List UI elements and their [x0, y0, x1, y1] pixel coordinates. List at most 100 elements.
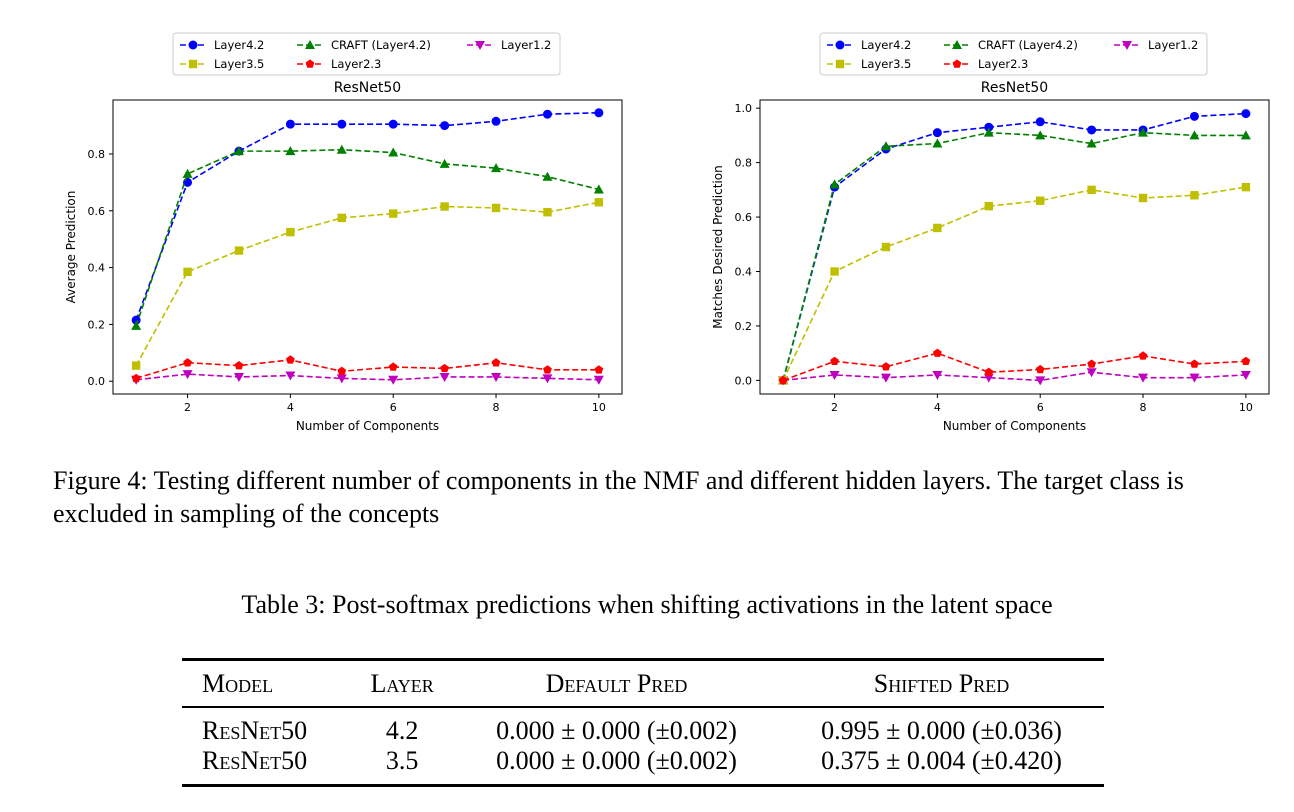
- right-data-point: [1189, 373, 1200, 383]
- left-x-axis-label: Number of Components: [296, 419, 439, 433]
- right-data-point: [984, 367, 994, 376]
- right-data-point: [1190, 191, 1199, 200]
- cell-default-pred: 0.000 ± 0.000 (±0.002): [496, 746, 737, 775]
- left-legend-label: Layer2.3: [331, 57, 381, 71]
- right-data-point: [932, 138, 943, 148]
- right-data-point: [1035, 364, 1045, 374]
- right-legend-marker: [952, 40, 962, 49]
- right-series-1: [778, 127, 1251, 385]
- left-data-point: [336, 374, 347, 384]
- left-series-3: [131, 198, 604, 370]
- right-data-point: [1138, 373, 1149, 383]
- right-series-4: [778, 348, 1251, 385]
- left-data-point: [183, 358, 192, 367]
- right-x-tick-label: 6: [1037, 401, 1044, 414]
- right-data-point: [830, 267, 839, 276]
- cell-shifted-pred: 0.995 ± 0.000 (±0.036): [821, 716, 1062, 745]
- right-data-point: [1035, 117, 1045, 127]
- left-data-point: [388, 119, 398, 129]
- right-data-point: [1138, 127, 1149, 137]
- left-data-point: [543, 208, 552, 217]
- left-data-point: [286, 227, 295, 237]
- left-data-point: [491, 163, 502, 173]
- left-data-point: [440, 363, 449, 373]
- right-legend-box: [819, 32, 1208, 76]
- right-y-tick-label: 1.0: [735, 102, 753, 115]
- right-data-point: [1087, 125, 1097, 135]
- right-x-tick-label: 8: [1140, 401, 1147, 414]
- right-data-point: [1241, 356, 1251, 366]
- right-data-point: [881, 362, 891, 371]
- table-header-row: Model Layer Default Pred Shifted Pred: [182, 659, 1104, 707]
- left-data-point: [439, 158, 450, 168]
- right-x-axis-label: Number of Components: [943, 419, 1086, 433]
- cell-model: ResNet50: [202, 716, 308, 745]
- left-legend-marker: [188, 59, 198, 69]
- right-legend-marker: [835, 59, 845, 69]
- left-data-point: [285, 146, 296, 156]
- left-y-axis-label: Average Prediction: [64, 191, 78, 304]
- left-data-point: [491, 358, 501, 367]
- figure-caption: Figure 4: Testing different number of co…: [53, 466, 1184, 528]
- left-y-tick-label: 0.8: [88, 148, 106, 161]
- left-x-tick-label: 6: [390, 401, 397, 414]
- left-y-tick-label: 0.4: [88, 262, 106, 275]
- right-series-line: [783, 371, 1246, 382]
- left-data-point: [440, 121, 450, 131]
- right-legend-marker: [952, 59, 962, 68]
- left-legend-marker: [305, 59, 315, 68]
- left-data-point: [234, 246, 244, 255]
- right-data-point: [880, 373, 891, 383]
- left-legend-marker: [188, 40, 198, 50]
- right-y-tick-label: 0.8: [735, 157, 753, 170]
- left-y-tick-label: 0.2: [88, 318, 106, 331]
- header-default-pred: Default Pred: [545, 668, 688, 698]
- left-legend-label: Layer3.5: [214, 57, 264, 71]
- left-data-point: [234, 360, 244, 370]
- right-y-tick-label: 0.4: [735, 266, 753, 279]
- right-series-line: [782, 131, 1246, 381]
- left-data-point: [594, 108, 604, 118]
- right-data-point: [933, 223, 942, 233]
- cell-layer: 3.5: [385, 746, 419, 775]
- right-legend-marker: [1122, 41, 1132, 50]
- left-series-line: [135, 111, 599, 321]
- left-legend-marker: [475, 41, 485, 50]
- right-data-point: [1087, 359, 1096, 368]
- right-y-tick-label: 0.0: [735, 374, 753, 387]
- right-data-point: [880, 141, 891, 151]
- right-series-2: [778, 368, 1251, 386]
- header-shifted-pred: Shifted Pred: [873, 668, 1010, 698]
- left-data-point: [337, 366, 347, 375]
- left-data-point: [388, 362, 398, 371]
- right-series-3: [778, 182, 1251, 385]
- left-x-tick-label: 2: [184, 401, 191, 414]
- right-data-point: [1138, 351, 1148, 360]
- left-data-point: [131, 373, 141, 383]
- left-data-point: [131, 320, 142, 330]
- left-legend-box: [172, 32, 561, 76]
- left-series-line: [136, 373, 599, 381]
- table-row: ResNet50 4.2 0.000 ± 0.000 (±0.002) 0.99…: [182, 707, 1104, 746]
- right-series-line: [782, 186, 1246, 381]
- left-series-line: [135, 359, 599, 380]
- left-data-point: [440, 202, 449, 211]
- left-data-point: [131, 315, 141, 325]
- left-data-point: [542, 374, 553, 384]
- right-y-axis-label: Matches Desired Prediction: [711, 165, 725, 328]
- right-legend-label: CRAFT (Layer4.2): [978, 38, 1078, 52]
- right-data-point: [984, 201, 993, 211]
- left-x-tick-label: 4: [287, 401, 294, 414]
- left-legend-label: Layer4.2: [214, 38, 264, 52]
- header-layer: Layer: [370, 668, 434, 698]
- right-x-tick-label: 4: [934, 401, 941, 414]
- left-data-point: [285, 119, 295, 129]
- left-chart-title: ResNet50: [334, 80, 401, 96]
- left-data-point: [286, 355, 295, 364]
- left-data-point: [388, 147, 399, 157]
- left-data-point: [491, 116, 501, 126]
- cell-model: ResNet50: [202, 746, 308, 775]
- left-axes-frame: [112, 99, 623, 395]
- left-data-point: [388, 375, 399, 385]
- left-data-point: [594, 365, 604, 374]
